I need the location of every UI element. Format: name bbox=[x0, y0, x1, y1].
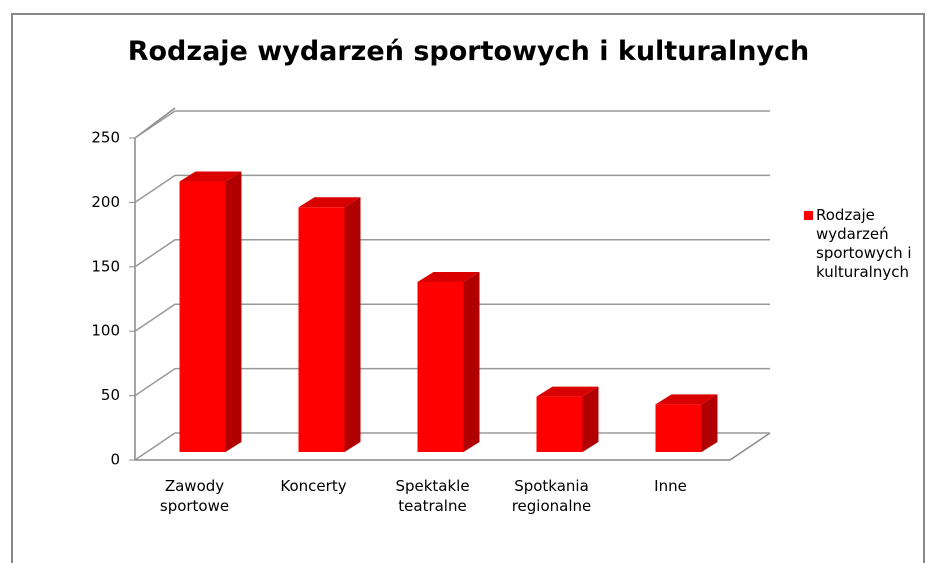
y-tick-label: 200 bbox=[91, 193, 120, 211]
y-tick-label: 150 bbox=[91, 257, 120, 275]
bar-top bbox=[298, 197, 361, 208]
grid-line bbox=[134, 110, 770, 139]
bar-side bbox=[225, 171, 242, 452]
legend-key bbox=[804, 211, 813, 220]
x-tick-label: Spotkania regionalne bbox=[511, 477, 592, 515]
x-tick-label: Inne bbox=[654, 477, 687, 495]
x-tick-label: Spektakle teatralne bbox=[395, 477, 470, 515]
bar bbox=[298, 207, 345, 452]
bar-side bbox=[701, 394, 718, 452]
y-tick-label: 100 bbox=[91, 322, 120, 340]
legend-label: Rodzaje wydarzeń sportowych i kulturalny… bbox=[816, 206, 912, 281]
bar bbox=[417, 281, 464, 452]
chart-frame bbox=[11, 13, 925, 563]
bar-top bbox=[417, 271, 480, 282]
floor-edge bbox=[729, 432, 771, 461]
bar-side bbox=[463, 271, 480, 452]
y-tick-label: 0 bbox=[110, 451, 120, 469]
bar bbox=[655, 404, 702, 452]
bar-side bbox=[582, 386, 599, 452]
bar-top bbox=[179, 171, 242, 182]
grid-line bbox=[134, 303, 770, 332]
x-tick-label: Zawody sportowe bbox=[159, 477, 230, 515]
grid-line bbox=[134, 239, 770, 268]
bar-top bbox=[655, 394, 718, 405]
bar bbox=[179, 181, 226, 452]
y-tick-label: 50 bbox=[101, 386, 120, 404]
grid-line bbox=[134, 367, 770, 397]
grid-line bbox=[134, 174, 770, 204]
chart-title: Rodzaje wydarzeń sportowych i kulturalny… bbox=[127, 36, 810, 67]
y-tick-label: 250 bbox=[91, 129, 120, 147]
x-tick-label: Koncerty bbox=[280, 477, 347, 495]
bar-side bbox=[344, 197, 361, 452]
bar-top bbox=[536, 386, 599, 397]
bar bbox=[536, 396, 583, 452]
